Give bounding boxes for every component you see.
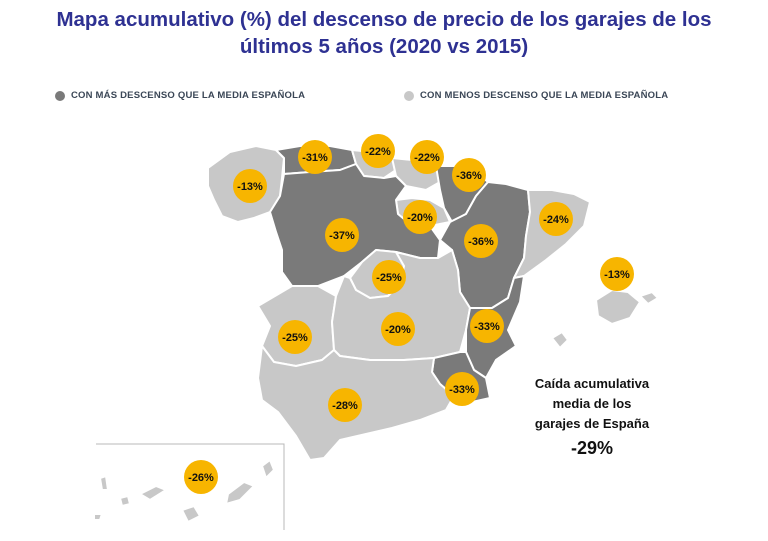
badge-castilla-leon xyxy=(325,218,359,252)
canarias-inset-frame xyxy=(96,443,285,530)
legend-above-label: CON MÁS DESCENSO QUE LA MEDIA ESPAÑOLA xyxy=(71,90,306,101)
average-label-line-1: Caída acumulativa xyxy=(534,376,650,391)
badge-value-cataluna: -24% xyxy=(543,214,569,226)
badge-madrid xyxy=(372,260,406,294)
region-canarias-gran-canaria[interactable] xyxy=(181,505,201,523)
region-baleares-menorca[interactable] xyxy=(639,291,659,305)
badge-value-madrid: -25% xyxy=(376,272,402,284)
badge-value-valencia: -33% xyxy=(474,321,500,333)
title-line-2: últimos 5 años (2020 vs 2015) xyxy=(239,35,529,58)
badge-asturias xyxy=(298,140,332,174)
badge-value-canarias: -26% xyxy=(188,472,214,484)
badge-value-la-rioja: -20% xyxy=(407,212,433,224)
badge-value-castilla-la-mancha: -20% xyxy=(385,324,411,336)
legend-below-label: CON MENOS DESCENSO QUE LA MEDIA ESPAÑOLA xyxy=(420,90,669,101)
title-line-1: Mapa acumulativo (%) del descenso de pre… xyxy=(56,8,712,31)
badge-value-asturias: -31% xyxy=(302,152,328,164)
badge-value-aragon: -36% xyxy=(468,236,494,248)
badge-value-galicia: -13% xyxy=(237,181,263,193)
badge-value-murcia: -33% xyxy=(449,384,475,396)
badge-castilla-la-mancha xyxy=(381,312,415,346)
badge-canarias xyxy=(184,460,218,494)
badge-la-rioja xyxy=(403,200,437,234)
badge-baleares xyxy=(600,257,634,291)
badge-value-castilla-leon: -37% xyxy=(329,230,355,242)
badge-galicia xyxy=(233,169,267,203)
region-canarias-la-gomera[interactable] xyxy=(119,495,131,507)
region-canarias-lanzarote[interactable] xyxy=(261,459,275,479)
legend-above-average: CON MÁS DESCENSO QUE LA MEDIA ESPAÑOLA xyxy=(55,90,305,101)
region-baleares-ibiza[interactable] xyxy=(551,331,569,349)
badge-extremadura xyxy=(278,320,312,354)
badge-cataluna xyxy=(539,202,573,236)
region-canarias-la-palma[interactable] xyxy=(99,475,109,491)
badge-aragon xyxy=(464,224,498,258)
badge-murcia xyxy=(445,372,479,406)
average-label-line-2: media de los xyxy=(552,396,632,411)
legend-dark-swatch xyxy=(55,90,65,101)
region-baleares-mallorca[interactable] xyxy=(595,289,641,325)
average-label-line-3: garajes de España xyxy=(534,416,650,431)
badge-value-extremadura: -25% xyxy=(282,332,308,344)
badge-navarra xyxy=(452,158,486,192)
badge-andalucia xyxy=(328,388,362,422)
badge-value-baleares: -13% xyxy=(604,269,630,281)
legend-below-average: CON MENOS DESCENSO QUE LA MEDIA ESPAÑOLA xyxy=(404,90,668,101)
badge-value-andalucia: -28% xyxy=(332,400,358,412)
badge-value-navarra: -36% xyxy=(456,170,482,182)
badge-pais-vasco xyxy=(410,140,444,174)
legend-light-swatch xyxy=(404,90,414,101)
badge-cantabria xyxy=(361,134,395,168)
map-title: Mapa acumulativo (%) del descenso de pre… xyxy=(0,6,768,60)
region-canarias-tenerife[interactable] xyxy=(139,485,167,501)
region-canarias-fuerteventura[interactable] xyxy=(225,481,255,505)
region-canarias-el-hierro[interactable] xyxy=(93,513,103,521)
badge-value-cantabria: -22% xyxy=(365,146,391,158)
average-value: -29% xyxy=(570,438,614,458)
badge-value-pais-vasco: -22% xyxy=(414,152,440,164)
average-box: Caída acumulativa media de los garajes d… xyxy=(510,374,674,462)
badge-valencia xyxy=(470,309,504,343)
